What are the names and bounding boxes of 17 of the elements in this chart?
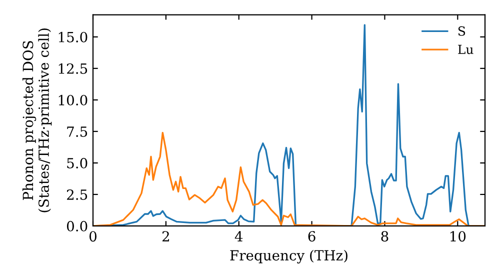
y-tick-label: 12.5 — [58, 63, 88, 74]
y-tick-label: 7.5 — [67, 126, 88, 137]
y-tick-label: 15.0 — [58, 32, 88, 42]
x-tick-label: 6 — [308, 231, 316, 242]
x-tick-label: 10 — [450, 231, 466, 242]
legend-label: Lu — [458, 44, 474, 54]
y-tick-label: 10.0 — [58, 94, 88, 106]
x-axis-title: Frequency (THz) — [230, 250, 348, 264]
y-axis-title: Phonon projected DOS (States/THz·primitive cell) — [22, 28, 52, 212]
x-tick-label: 2 — [162, 231, 169, 242]
x-tick-label: 0 — [89, 231, 96, 242]
y-tick-label: 2.5 — [66, 189, 88, 200]
legend-label: S — [458, 26, 466, 36]
y-tick-label: 5.0 — [67, 158, 88, 168]
y-tick-label: 0.0 — [66, 220, 88, 232]
x-tick-label: 4 — [234, 231, 243, 242]
x-tick-label: 8 — [381, 231, 388, 242]
